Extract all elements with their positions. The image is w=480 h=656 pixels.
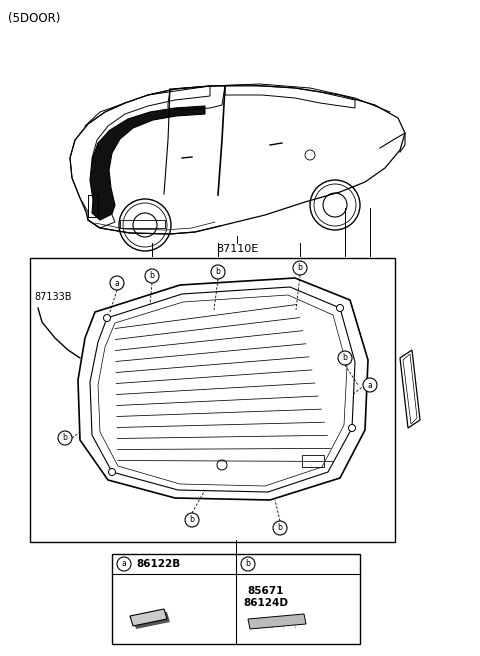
Bar bbox=[120, 220, 165, 228]
Polygon shape bbox=[90, 106, 205, 220]
Circle shape bbox=[338, 351, 352, 365]
Text: b: b bbox=[62, 434, 67, 443]
Bar bbox=[302, 455, 324, 467]
Text: b: b bbox=[150, 272, 155, 281]
Text: 86122B: 86122B bbox=[136, 559, 180, 569]
Text: a: a bbox=[115, 279, 120, 287]
Text: b: b bbox=[216, 268, 220, 276]
Circle shape bbox=[348, 424, 356, 432]
Bar bbox=[30, 258, 395, 542]
Text: b: b bbox=[246, 560, 251, 569]
Circle shape bbox=[273, 521, 287, 535]
Text: b: b bbox=[190, 516, 194, 525]
Text: a: a bbox=[121, 560, 126, 569]
Circle shape bbox=[58, 431, 72, 445]
Circle shape bbox=[117, 557, 131, 571]
Text: b: b bbox=[343, 354, 348, 363]
Polygon shape bbox=[133, 612, 170, 629]
Circle shape bbox=[211, 265, 225, 279]
Circle shape bbox=[110, 276, 124, 290]
Bar bbox=[88, 195, 98, 217]
Circle shape bbox=[185, 513, 199, 527]
Circle shape bbox=[241, 557, 255, 571]
Text: 85671: 85671 bbox=[248, 586, 284, 596]
Text: b: b bbox=[298, 264, 302, 272]
Circle shape bbox=[293, 261, 307, 275]
Circle shape bbox=[363, 378, 377, 392]
Text: a: a bbox=[368, 380, 372, 390]
Bar bbox=[112, 554, 360, 644]
Text: 86124D: 86124D bbox=[243, 598, 288, 608]
Circle shape bbox=[145, 269, 159, 283]
Polygon shape bbox=[130, 609, 167, 626]
Polygon shape bbox=[248, 614, 306, 629]
Text: 87110E: 87110E bbox=[216, 244, 258, 254]
Circle shape bbox=[108, 468, 116, 476]
Circle shape bbox=[336, 304, 344, 312]
Text: b: b bbox=[277, 523, 282, 533]
Text: (5DOOR): (5DOOR) bbox=[8, 12, 60, 25]
Text: 87133B: 87133B bbox=[34, 292, 72, 302]
Circle shape bbox=[104, 314, 110, 321]
